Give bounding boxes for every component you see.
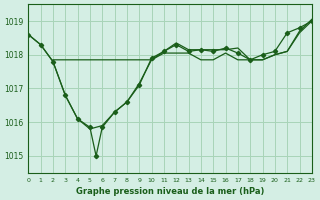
X-axis label: Graphe pression niveau de la mer (hPa): Graphe pression niveau de la mer (hPa) [76,187,264,196]
